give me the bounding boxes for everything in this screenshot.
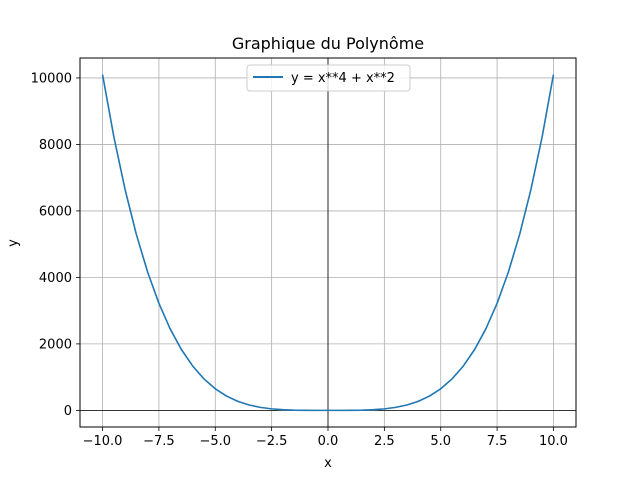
x-tick-label: −7.5 xyxy=(143,434,175,449)
x-tick-label: −10.0 xyxy=(83,434,123,449)
y-tick-label: 8000 xyxy=(39,138,72,153)
x-tick-label: 10.0 xyxy=(539,434,568,449)
x-tick-label: −5.0 xyxy=(199,434,231,449)
series-line xyxy=(101,74,555,412)
x-tick-label: 2.5 xyxy=(374,434,395,449)
y-tick-label: 2000 xyxy=(39,337,72,352)
ticks-layer: −10.0 −7.5 −5.0 −2.5 0.0 2.5 5.0 7.5 10.0 0 2000 40… xyxy=(31,71,568,449)
legend-box xyxy=(246,64,411,92)
y-tick-label: 0 xyxy=(64,404,72,419)
zero-axis-lines xyxy=(80,58,576,427)
x-tick-label: −2.5 xyxy=(256,434,288,449)
y-axis-label: y xyxy=(6,239,21,247)
y-tick-label: 6000 xyxy=(39,204,72,219)
y-tick-label: 4000 xyxy=(39,271,72,286)
legend: y = x**4 + x**2 xyxy=(246,64,411,92)
legend-label: y = x**4 + x**2 xyxy=(291,71,395,86)
chart-title: Graphique du Polynôme xyxy=(232,34,424,53)
x-tick-label: 0.0 xyxy=(318,434,339,449)
x-axis-label: x xyxy=(324,456,332,471)
x-tick-label: 5.0 xyxy=(430,434,451,449)
y-tick-label: 10000 xyxy=(31,71,72,86)
x-tick-label: 7.5 xyxy=(487,434,508,449)
series-layer xyxy=(101,74,555,412)
